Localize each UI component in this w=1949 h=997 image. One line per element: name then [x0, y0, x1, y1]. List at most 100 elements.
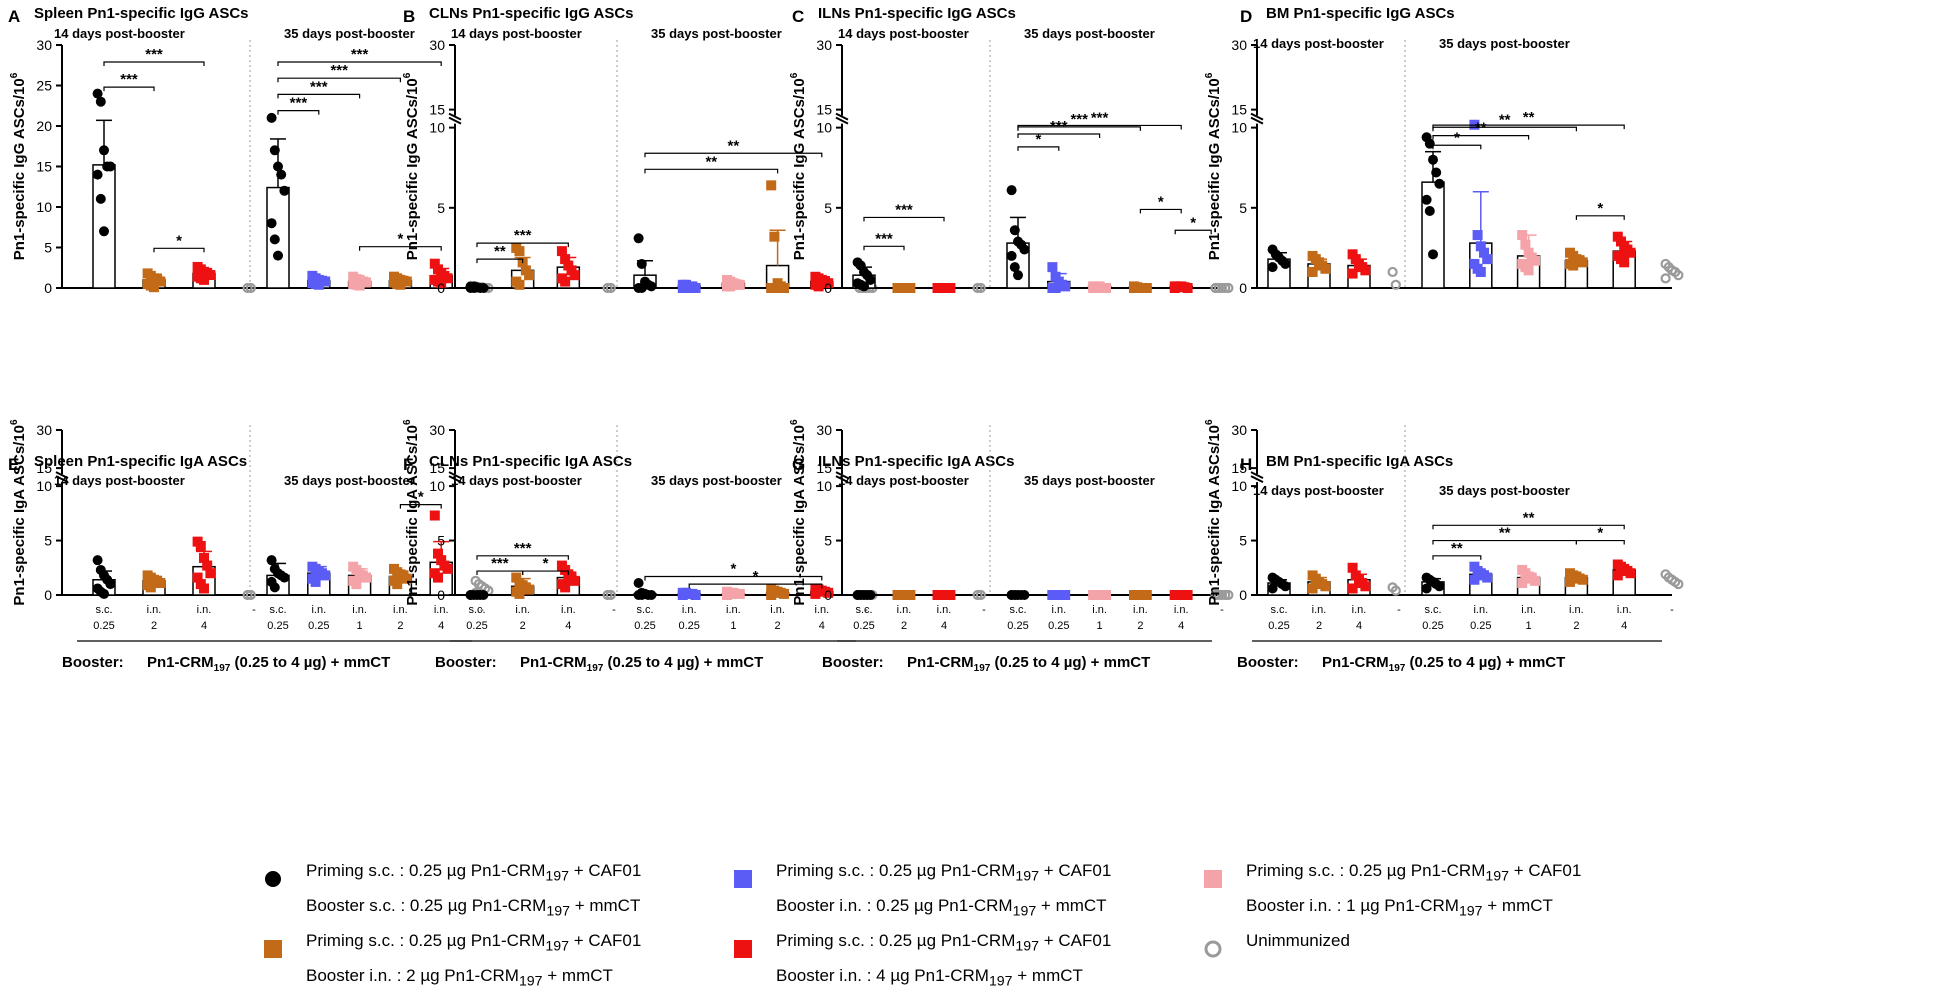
x-label-route: i.n. — [147, 604, 162, 616]
sig-bracket — [277, 77, 401, 83]
data-point — [602, 589, 613, 601]
data-point — [972, 589, 983, 601]
x-label-dose: 4 — [201, 620, 207, 632]
time-label-35: 35 days post-booster — [1439, 483, 1570, 498]
x-label-route: - — [864, 604, 868, 616]
data-point — [556, 246, 567, 257]
y-tick-label: 30 — [429, 422, 445, 438]
legend-line1-sub: 197 — [1015, 868, 1039, 885]
data-point — [95, 193, 106, 204]
text-part: Pn1-specific IgG ASCs/10 — [1206, 78, 1223, 260]
data-point — [932, 283, 943, 293]
x-label-dose: 2 — [1573, 620, 1579, 632]
sig-label: *** — [351, 46, 369, 63]
data-point — [199, 583, 209, 594]
x-label-dose: 0.25 — [308, 620, 329, 632]
data-point — [266, 218, 277, 229]
legend: Priming s.c. : 0.25 µg Pn1-CRM197 + CAF0… — [262, 856, 1662, 990]
sig-bracket — [688, 583, 823, 589]
legend-line2-sub: 197 — [1458, 903, 1483, 920]
sig-label: ** — [1523, 509, 1535, 526]
data-point — [1129, 283, 1139, 293]
y-tick-label: 30 — [816, 422, 832, 438]
sig-label: *** — [330, 62, 348, 79]
legend-item-unimm: Unimmunized — [1202, 926, 1350, 960]
x-label-route: i.n. — [434, 604, 449, 616]
panel-title: ILNs Pn1-specific IgG ASCs — [818, 5, 1016, 22]
sig-bracket — [277, 93, 361, 99]
time-label-35: 35 days post-booster — [1024, 473, 1155, 488]
data-point — [524, 270, 535, 281]
sig-label: ** — [1523, 109, 1535, 126]
time-label-14: 14 days post-booster — [451, 473, 582, 488]
sig-label: * — [418, 489, 424, 506]
data-point — [945, 590, 956, 600]
time-label-14: 14 days post-booster — [54, 26, 185, 41]
data-point — [1101, 590, 1111, 600]
data-point — [1568, 260, 1579, 271]
data-point — [1213, 282, 1224, 294]
panel-letter: A — [8, 7, 20, 26]
x-label-dose: 0.25 — [267, 620, 288, 632]
data-point — [1469, 574, 1480, 585]
data-point — [245, 589, 256, 601]
data-point — [766, 180, 777, 191]
data-point — [313, 279, 324, 290]
data-point — [1428, 249, 1438, 260]
data-point — [436, 278, 447, 289]
data-point — [633, 233, 644, 244]
data-point — [734, 279, 745, 290]
legend-line2-end: + mmCT — [1036, 896, 1107, 916]
data-point — [1482, 572, 1493, 583]
data-point — [511, 572, 522, 583]
data-point — [1475, 241, 1486, 252]
data-point — [892, 283, 903, 293]
x-label-dose: 0.25 — [1007, 620, 1028, 632]
data-point — [202, 560, 213, 571]
data-point — [1347, 268, 1358, 279]
sig-bracket — [1017, 146, 1060, 151]
data-point — [1577, 257, 1588, 268]
data-point — [1347, 562, 1358, 573]
text-part: Pn1-CRM — [147, 654, 214, 671]
text-part: Pn1-specific IgG ASCs/10 — [404, 78, 421, 260]
x-label-route: - — [1670, 604, 1674, 616]
data-point — [852, 590, 863, 600]
data-point — [199, 274, 209, 285]
legend-line2: Booster s.c. : 0.25 µg Pn1-CRM — [306, 896, 547, 916]
legend-square-icon — [1204, 870, 1222, 888]
data-point — [1421, 583, 1432, 594]
data-point — [478, 590, 489, 600]
sig-label: *** — [290, 95, 308, 112]
data-point — [1280, 581, 1291, 592]
y-tick-label: 30 — [36, 37, 52, 53]
data-point — [433, 572, 443, 583]
data-point — [514, 279, 525, 290]
text-subscript: 197 — [1389, 663, 1406, 674]
sig-label: ** — [705, 153, 717, 170]
data-point — [1129, 590, 1139, 600]
data-point — [195, 540, 206, 551]
y-tick-label: 0 — [1239, 587, 1247, 603]
data-point — [690, 590, 701, 600]
legend-item-in1: Priming s.c. : 0.25 µg Pn1-CRM197 + CAF0… — [1202, 856, 1581, 927]
y-tick-label: 5 — [44, 240, 52, 256]
panel-H: H BM Pn1-specific IgA ASCs 14 days post-bo… — [1204, 419, 1684, 674]
x-label-route: i.n. — [1569, 604, 1584, 616]
sig-bracket — [1432, 144, 1482, 150]
data-point — [1434, 178, 1445, 189]
x-label-dose: 1 — [357, 620, 363, 632]
x-label-dose: 0.25 — [1422, 620, 1443, 632]
y-tick-label: 15 — [1231, 460, 1247, 476]
data-point — [395, 279, 406, 290]
legend-line2-sub: 197 — [518, 973, 543, 990]
data-point — [199, 552, 209, 563]
panel-F: F CLNs Pn1-specific IgA ASCs 14 days post-… — [402, 419, 878, 674]
sig-label: * — [753, 568, 759, 585]
x-label-route: - — [1397, 604, 1401, 616]
data-point — [145, 582, 156, 593]
data-point — [690, 283, 701, 293]
sig-bracket — [476, 258, 524, 264]
y-tick-label: 30 — [36, 422, 52, 438]
panel-letter: D — [1240, 7, 1252, 26]
